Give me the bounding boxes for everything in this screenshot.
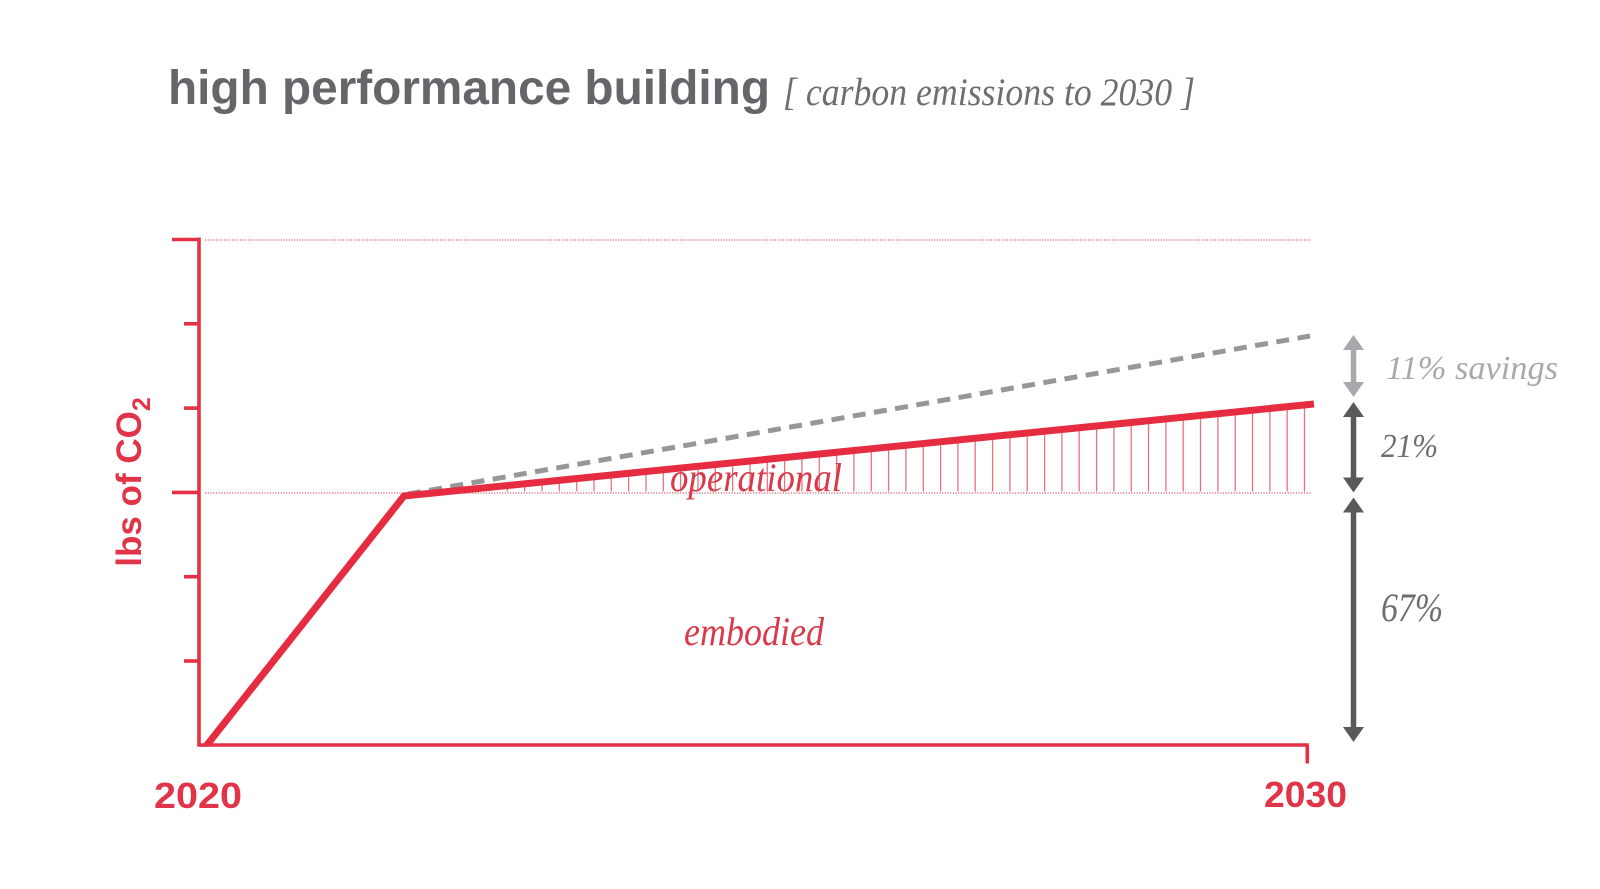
svg-text:67%: 67% bbox=[1381, 585, 1443, 630]
svg-text:2030: 2030 bbox=[1264, 774, 1347, 815]
svg-text:11% savings: 11% savings bbox=[1386, 350, 1558, 387]
svg-text:high performance building: high performance building bbox=[168, 62, 770, 115]
svg-text:[ carbon emissions to 2030 ]: [ carbon emissions to 2030 ] bbox=[783, 71, 1195, 114]
svg-text:lbs of CO2: lbs of CO2 bbox=[110, 397, 156, 566]
svg-text:2020: 2020 bbox=[154, 775, 242, 816]
svg-text:embodied: embodied bbox=[684, 609, 825, 654]
svg-text:21%: 21% bbox=[1381, 428, 1438, 465]
